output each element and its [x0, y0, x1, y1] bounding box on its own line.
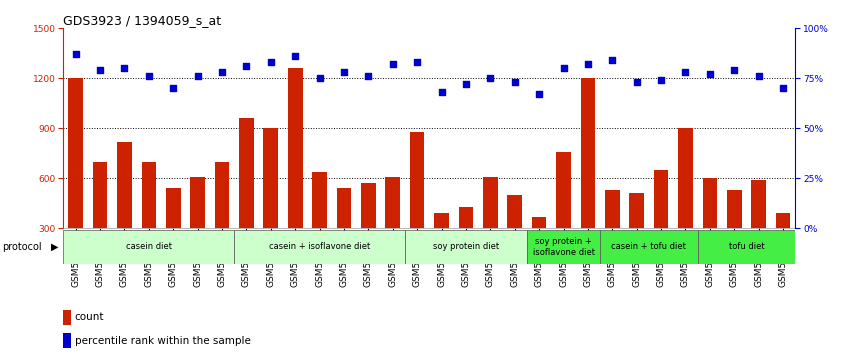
Bar: [117, 142, 132, 228]
Bar: [776, 213, 790, 228]
Point: [508, 80, 521, 85]
Text: soy protein +
isoflavone diet: soy protein + isoflavone diet: [532, 237, 595, 257]
Point: [606, 57, 619, 63]
Point: [703, 72, 717, 77]
Point: [167, 86, 180, 91]
Bar: [63, 230, 234, 264]
Bar: [312, 172, 327, 228]
Bar: [527, 230, 600, 264]
Point: [435, 90, 448, 95]
Text: count: count: [74, 312, 104, 322]
Bar: [459, 207, 473, 228]
Point: [386, 62, 399, 67]
Bar: [166, 188, 180, 228]
Bar: [63, 310, 71, 325]
Bar: [234, 230, 405, 264]
Bar: [434, 213, 449, 228]
Point: [313, 75, 327, 81]
Text: soy protein diet: soy protein diet: [433, 242, 499, 251]
Point: [118, 65, 131, 71]
Bar: [409, 132, 425, 228]
Point: [678, 69, 692, 75]
Point: [361, 74, 375, 79]
Text: casein + isoflavone diet: casein + isoflavone diet: [269, 242, 371, 251]
Bar: [629, 193, 644, 228]
Point: [69, 51, 82, 57]
Point: [288, 53, 302, 59]
Point: [557, 65, 570, 71]
Text: casein + tofu diet: casein + tofu diet: [612, 242, 686, 251]
Bar: [678, 129, 693, 228]
Bar: [239, 118, 254, 228]
Point: [484, 75, 497, 81]
Bar: [654, 170, 668, 228]
Point: [752, 74, 766, 79]
Point: [239, 63, 253, 69]
Bar: [386, 177, 400, 228]
Point: [338, 69, 351, 75]
Bar: [405, 230, 527, 264]
Text: protocol: protocol: [2, 242, 41, 252]
Point: [264, 59, 277, 65]
Bar: [288, 68, 303, 228]
Point: [581, 62, 595, 67]
Text: casein diet: casein diet: [126, 242, 172, 251]
Bar: [263, 129, 278, 228]
Point: [654, 78, 667, 83]
Bar: [483, 177, 497, 228]
Bar: [698, 230, 795, 264]
Bar: [508, 195, 522, 228]
Bar: [361, 183, 376, 228]
Bar: [727, 190, 742, 228]
Point: [215, 69, 228, 75]
Point: [191, 74, 205, 79]
Point: [93, 68, 107, 73]
Bar: [69, 78, 83, 228]
Point: [410, 59, 424, 65]
Text: tofu diet: tofu diet: [728, 242, 764, 251]
Bar: [93, 162, 107, 228]
Point: [630, 80, 644, 85]
Bar: [751, 180, 766, 228]
Bar: [580, 78, 596, 228]
Point: [459, 81, 473, 87]
Point: [728, 68, 741, 73]
Point: [142, 74, 156, 79]
Text: percentile rank within the sample: percentile rank within the sample: [74, 336, 250, 346]
Bar: [63, 333, 71, 348]
Bar: [605, 190, 619, 228]
Bar: [190, 177, 205, 228]
Point: [532, 91, 546, 97]
Text: GDS3923 / 1394059_s_at: GDS3923 / 1394059_s_at: [63, 14, 222, 27]
Point: [777, 86, 790, 91]
Bar: [600, 230, 698, 264]
Bar: [556, 152, 571, 228]
Bar: [141, 162, 157, 228]
Bar: [337, 188, 351, 228]
Text: ▶: ▶: [51, 242, 58, 252]
Bar: [532, 217, 547, 228]
Bar: [702, 178, 717, 228]
Bar: [215, 162, 229, 228]
